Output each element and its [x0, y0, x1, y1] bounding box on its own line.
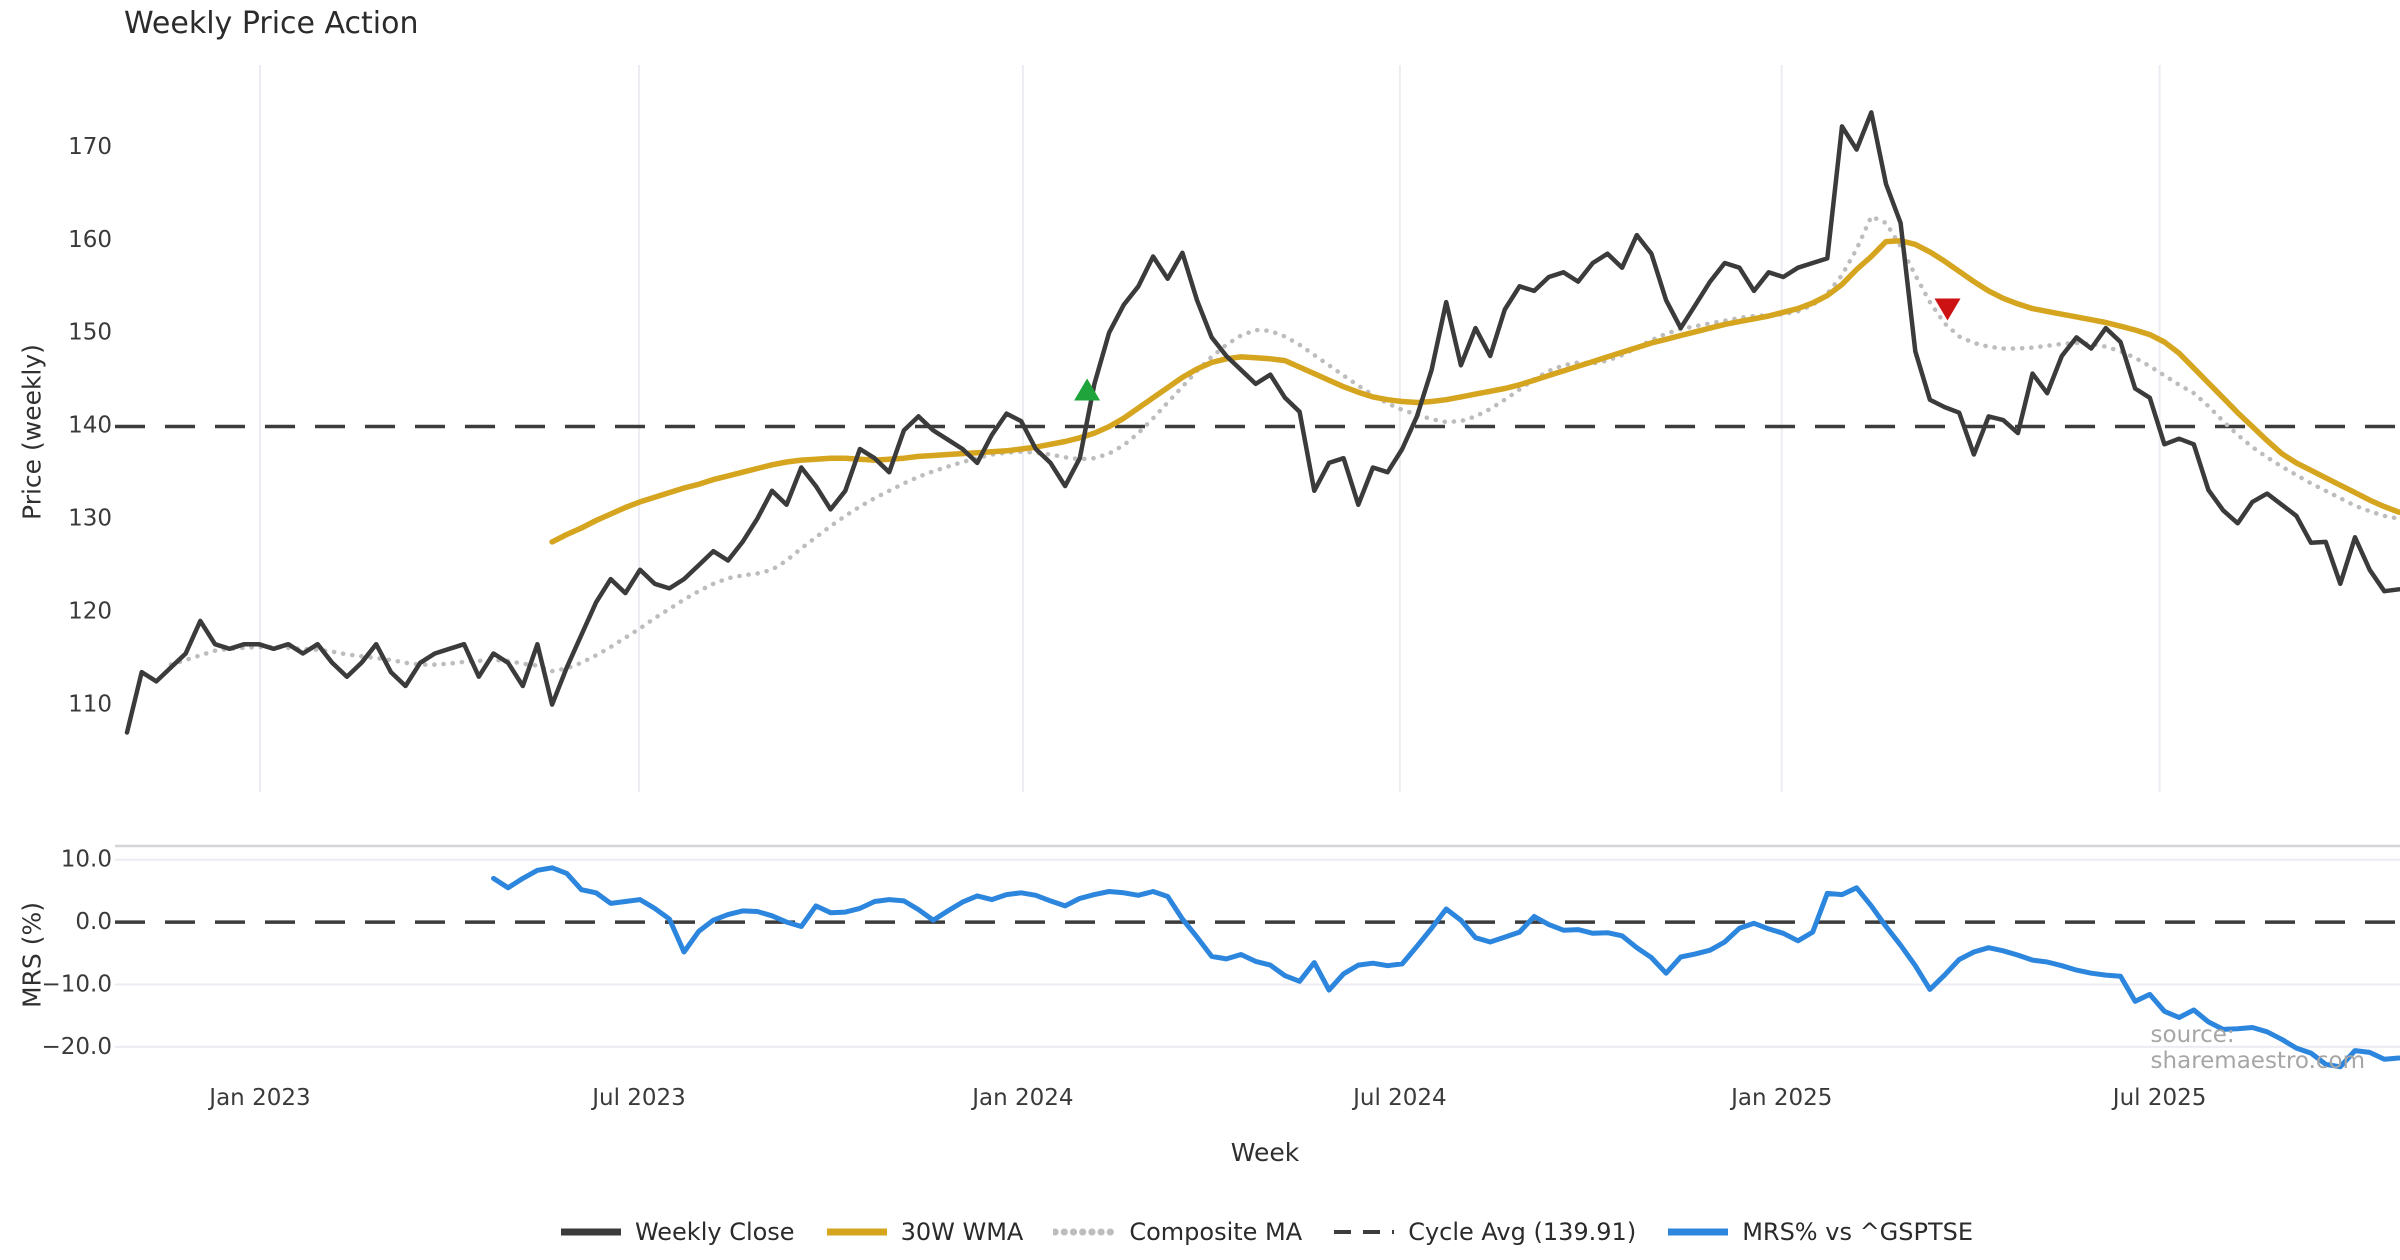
legend-label: Weekly Close: [634, 1218, 795, 1246]
mrs-ytick-label: −20.0: [42, 1034, 112, 1060]
price-ytick-label: 160: [68, 227, 112, 253]
source-watermark: source: sharemaestro.com: [2150, 1022, 2366, 1074]
chart-legend: Weekly Close 30W WMA Composite MA Cycle Avg…: [66, 1218, 2400, 1246]
legend-swatch: [826, 1228, 887, 1236]
price-ytick-label: 110: [68, 692, 112, 718]
x-axis-label: Week: [1230, 1138, 1300, 1167]
price-ytick-label: 140: [68, 413, 112, 439]
xtick-label: Jan 2023: [207, 1085, 310, 1111]
chart-title: Weekly Price Action: [124, 6, 419, 41]
legend-label: Cycle Avg (139.91): [1408, 1218, 1637, 1246]
price-axis-label: Price (weekly): [17, 344, 47, 520]
legend-swatch: [1053, 1228, 1118, 1236]
mrs-ytick-label: 0.0: [75, 909, 112, 935]
legend-label: 30W WMA: [900, 1218, 1024, 1246]
mrs-ytick-label: −10.0: [42, 971, 112, 997]
xtick-label: Jul 2024: [1351, 1085, 1447, 1111]
xtick-label: Jan 2025: [1729, 1085, 1832, 1111]
sell-signal-marker: [1934, 298, 1961, 321]
legend-label: MRS% vs ^GSPTSE: [1742, 1218, 1974, 1246]
legend-label: Composite MA: [1129, 1218, 1303, 1246]
price-ytick-label: 120: [68, 599, 112, 625]
legend-item-cycle-avg-139-91-: Cycle Avg (139.91): [1332, 1218, 1636, 1246]
legend-swatch: [1334, 1230, 1395, 1234]
xtick-label: Jan 2024: [970, 1085, 1073, 1111]
legend-item-weekly-close: Weekly Close: [559, 1218, 795, 1246]
legend-item-30w-wma: 30W WMA: [825, 1218, 1024, 1246]
xtick-label: Jul 2023: [590, 1085, 686, 1111]
legend-item-mrs-vs-gsptse: MRS% vs ^GSPTSE: [1666, 1218, 1973, 1246]
legend-item-composite-ma: Composite MA: [1053, 1218, 1302, 1246]
price-ytick-label: 150: [68, 320, 112, 346]
legend-swatch: [560, 1228, 621, 1236]
buy-signal-marker: [1074, 378, 1101, 401]
legend-swatch: [1668, 1228, 1729, 1236]
mrs-axis-label: MRS (%): [17, 901, 47, 1009]
wma-line: [549, 237, 2400, 545]
weekly-close-line: [124, 110, 2400, 735]
xtick-label: Jul 2025: [2111, 1085, 2207, 1111]
mrs-line: [491, 865, 2400, 1070]
price-ytick-label: 170: [68, 134, 112, 160]
composite-ma-line: [168, 214, 2400, 674]
mrs-ytick-label: 10.0: [61, 847, 112, 873]
price-ytick-label: 130: [68, 506, 112, 532]
